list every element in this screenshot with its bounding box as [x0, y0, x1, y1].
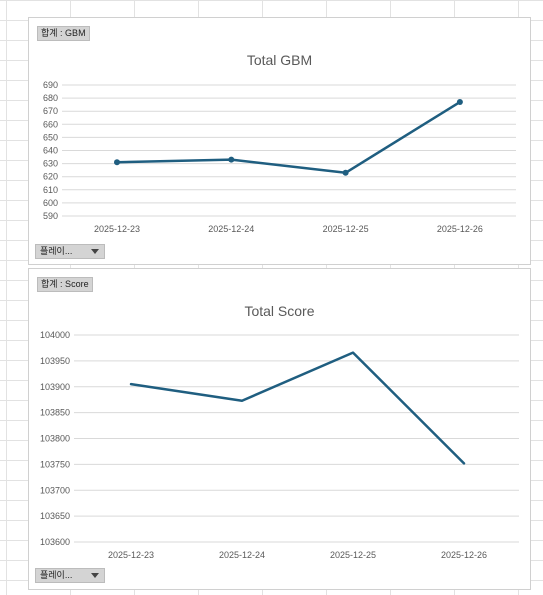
- chevron-down-icon: [91, 249, 99, 254]
- y-tick-label: 103850: [40, 408, 70, 418]
- y-tick-label: 690: [43, 80, 58, 90]
- filter-label: 플레이...: [40, 246, 73, 256]
- y-tick-label: 103600: [40, 537, 70, 547]
- value-field-button-score[interactable]: 합계 : Score: [37, 277, 93, 292]
- value-field-button-gbm[interactable]: 합계 : GBM: [37, 26, 90, 41]
- y-tick-label: 670: [43, 106, 58, 116]
- y-tick-label: 650: [43, 132, 58, 142]
- y-tick-label: 680: [43, 93, 58, 103]
- data-point: [456, 99, 463, 106]
- player-filter-button[interactable]: 플레이...: [35, 568, 105, 583]
- x-tick-label: 2025-12-26: [441, 550, 487, 560]
- y-tick-label: 610: [43, 185, 58, 195]
- y-tick-label: 103950: [40, 356, 70, 366]
- data-point: [114, 159, 120, 166]
- y-tick-label: 640: [43, 146, 58, 156]
- x-tick-label: 2025-12-24: [208, 224, 254, 234]
- y-tick-label: 103750: [40, 459, 70, 469]
- y-tick-label: 103700: [40, 485, 70, 495]
- value-field-label: 합계 : GBM: [41, 28, 86, 38]
- score-chart[interactable]: 합계 : Score Total Score 103600 103650 10370…: [28, 268, 531, 590]
- x-tick-label: 2025-12-23: [108, 550, 154, 560]
- series-line: [115, 100, 462, 175]
- chart-title: Total Score: [244, 303, 315, 319]
- chevron-down-icon: [91, 573, 99, 578]
- x-tick-label: 2025-12-25: [323, 224, 369, 234]
- filter-label: 플레이...: [40, 570, 73, 580]
- series-line: [129, 351, 466, 465]
- y-tick-label: 103800: [40, 434, 70, 444]
- chart-title: Total GBM: [246, 52, 313, 68]
- x-tick-label: 2025-12-25: [330, 550, 376, 560]
- value-field-label: 합계 : Score: [41, 279, 89, 289]
- data-point: [228, 156, 235, 163]
- y-tick-label: 600: [43, 198, 58, 208]
- gbm-plot-area: 590 600 610 620 630 640 650 660 670 680 690 2025-12…: [43, 80, 516, 234]
- player-filter-button[interactable]: 플레이...: [35, 244, 105, 259]
- data-point: [342, 169, 349, 176]
- y-tick-label: 630: [43, 159, 58, 169]
- y-tick-label: 104000: [40, 330, 70, 340]
- x-tick-label: 2025-12-26: [437, 224, 483, 234]
- y-tick-label: 103900: [40, 382, 70, 392]
- score-plot-area: 103600 103650 103700 103750 103800 103850 1039…: [40, 330, 519, 560]
- y-tick-label: 590: [43, 211, 58, 221]
- x-tick-label: 2025-12-24: [219, 550, 265, 560]
- y-tick-label: 620: [43, 172, 58, 182]
- gbm-chart[interactable]: 합계 : GBM Total GBM 590 600 610 620 630 640 650…: [28, 17, 531, 265]
- y-tick-label: 103650: [40, 511, 70, 521]
- y-tick-label: 660: [43, 119, 58, 129]
- x-tick-label: 2025-12-23: [94, 224, 140, 234]
